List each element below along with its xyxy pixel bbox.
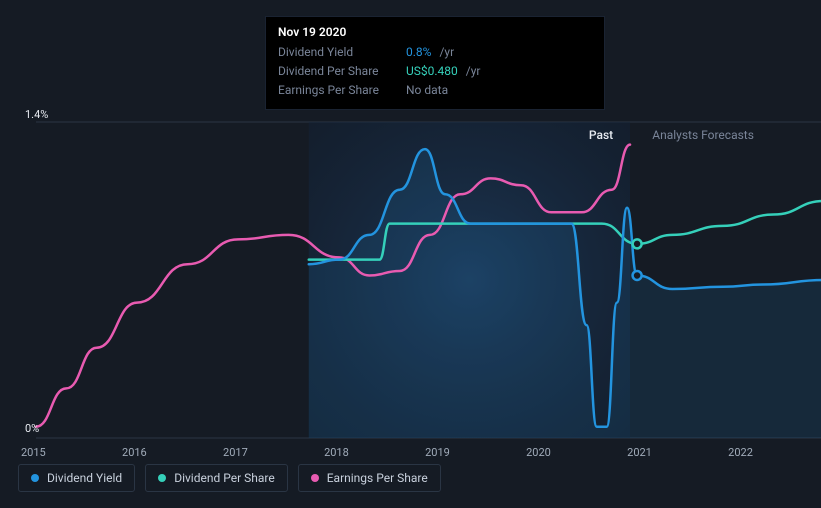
legend-item[interactable]: Dividend Yield [18, 464, 135, 492]
legend-label: Dividend Yield [47, 471, 122, 485]
tooltip-row: Earnings Per Share No data [278, 81, 592, 100]
x-axis-label: 2020 [526, 446, 551, 459]
x-axis-label: 2015 [21, 446, 46, 459]
tooltip-row-unit: /yr [439, 43, 454, 62]
tooltip-row: Dividend Per Share US$0.480/yr [278, 62, 592, 81]
x-axis-label: 2017 [223, 446, 248, 459]
legend-dot [31, 474, 39, 482]
tooltip-row-label: Earnings Per Share [278, 81, 398, 100]
chart-legend: Dividend Yield Dividend Per Share Earnings… [18, 464, 441, 492]
x-axis-label: 2016 [122, 446, 147, 459]
past-label: Past [589, 128, 613, 142]
x-axis-label: 2018 [324, 446, 349, 459]
chart-tooltip: Nov 19 2020 Dividend Yield0.8%/yrDividen… [265, 16, 605, 110]
tooltip-row: Dividend Yield 0.8% /yr [278, 43, 592, 62]
tooltip-row-unit: /yr [466, 62, 481, 81]
tooltip-row-label: Dividend Yield [278, 43, 398, 62]
tooltip-rows: Dividend Yield 0.8% /yr Dividend Per Share U… [278, 43, 592, 101]
tooltip-row-value: 0.8% [406, 43, 431, 62]
forecast-label: Analysts Forecasts [652, 128, 754, 142]
legend-dot [158, 474, 166, 482]
legend-label: Earnings Per Share [327, 471, 428, 485]
y-axis-label: 0% [25, 422, 39, 435]
y-axis-label: 1.4% [25, 108, 48, 121]
legend-label: Dividend Per Share [174, 471, 275, 485]
legend-item[interactable]: Earnings Per Share [298, 464, 441, 492]
tooltip-row-label: Dividend Per Share [278, 62, 398, 81]
tooltip-row-value: No data [406, 81, 448, 100]
tooltip-row-value: US$0.480 [406, 62, 458, 81]
x-axis-label: 2019 [425, 446, 450, 459]
tooltip-date: Nov 19 2020 [278, 25, 592, 39]
x-axis-label: 2021 [627, 446, 652, 459]
legend-dot [311, 474, 319, 482]
x-axis-label: 2022 [728, 446, 753, 459]
legend-item[interactable]: Dividend Per Share [145, 464, 288, 492]
